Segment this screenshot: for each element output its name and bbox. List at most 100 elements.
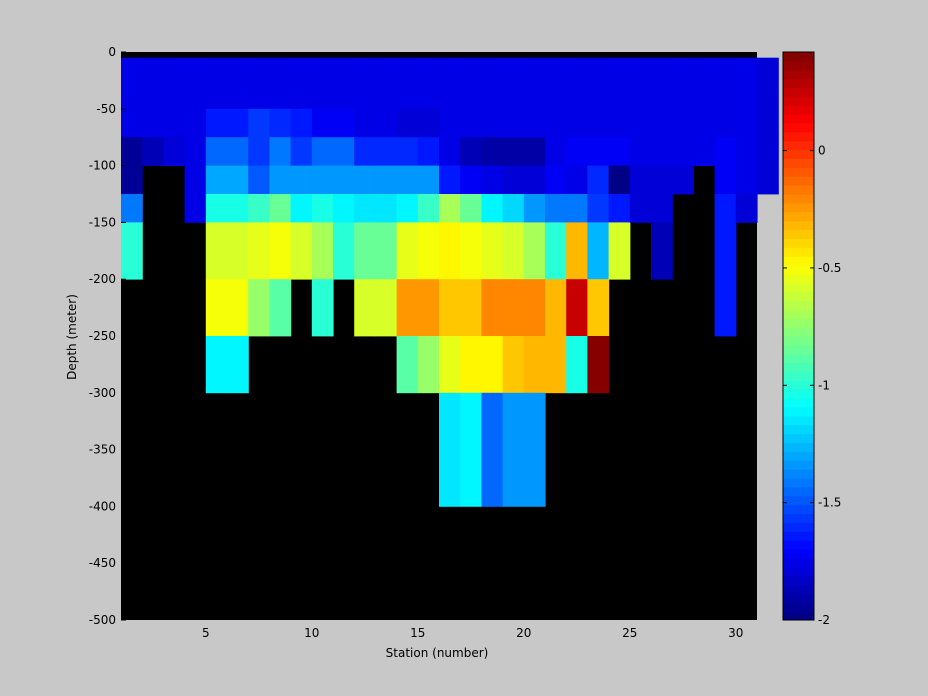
heatmap-cell <box>481 137 504 166</box>
heatmap-cell <box>333 108 355 138</box>
heatmap-cell <box>566 279 588 337</box>
heatmap-cell <box>290 222 313 280</box>
heatmap-cell <box>311 222 334 280</box>
heatmap-cell <box>523 279 546 337</box>
colorbar-swatch <box>783 522 814 532</box>
colorbar-swatch <box>783 611 814 621</box>
heatmap-cell <box>205 165 228 195</box>
colorbar-tick-label: -1.5 <box>818 496 841 510</box>
heatmap-cell <box>205 137 228 166</box>
heatmap-cell <box>311 57 334 110</box>
heatmap-cell <box>417 336 440 394</box>
heatmap-cell <box>205 336 228 394</box>
heatmap-cell <box>248 194 270 223</box>
colorbar-swatch <box>783 593 814 603</box>
heatmap-cell <box>375 194 398 223</box>
heatmap-cell <box>714 165 737 195</box>
heatmap-cell <box>523 222 546 280</box>
heatmap-cell <box>417 194 440 223</box>
y-tick-label: -350 <box>89 443 116 457</box>
colorbar-swatch <box>783 309 814 319</box>
colorbar-swatch <box>783 105 814 115</box>
colorbar-swatch <box>783 291 814 302</box>
heatmap-cell <box>566 137 588 166</box>
heatmap-cell <box>545 194 567 223</box>
colorbar-swatch <box>783 140 814 151</box>
heatmap-cell <box>502 165 525 195</box>
colorbar-tick-label: -2 <box>818 613 830 627</box>
colorbar: 0 -0.5 -1 -1.5 -2 <box>782 51 841 627</box>
colorbar-swatch <box>783 504 814 515</box>
plot-area <box>121 52 779 620</box>
heatmap-cell <box>523 57 546 138</box>
heatmap-cell <box>311 137 334 166</box>
heatmap-cell <box>396 57 419 110</box>
colorbar-swatch <box>783 167 814 177</box>
heatmap-cell <box>651 165 673 195</box>
heatmap-cell <box>311 194 334 223</box>
heatmap-cell <box>205 57 228 110</box>
heatmap-cell <box>269 137 292 166</box>
colorbar-swatch <box>783 300 814 310</box>
y-tick-label: 0 <box>108 45 116 59</box>
heatmap-cell <box>227 336 249 394</box>
heatmap-cell <box>502 194 525 223</box>
colorbar-swatch <box>783 123 814 133</box>
heatmap-cell <box>460 222 482 280</box>
heatmap-cell <box>566 165 588 195</box>
heatmap-cell <box>121 137 143 195</box>
heatmap-cell <box>290 165 313 195</box>
colorbar-swatch <box>783 513 814 523</box>
heatmap-cell <box>184 165 207 195</box>
heatmap-cell <box>248 165 270 195</box>
heatmap-cell <box>184 57 207 138</box>
heatmap-cell <box>545 165 567 195</box>
colorbar-swatch <box>783 602 814 612</box>
heatmap-cell <box>608 165 631 195</box>
heatmap-cell <box>439 336 461 394</box>
heatmap-cell <box>608 137 631 166</box>
heatmap-cell <box>290 108 313 138</box>
heatmap-cell <box>227 108 249 138</box>
heatmap-cell <box>651 222 673 280</box>
colorbar-swatch <box>783 486 814 497</box>
heatmap-cell <box>227 57 249 110</box>
colorbar-swatch <box>783 158 814 168</box>
colorbar-swatch <box>783 344 814 355</box>
colorbar-swatch <box>783 220 814 231</box>
heatmap-cell <box>333 137 355 166</box>
heatmap-cell <box>163 137 186 166</box>
heatmap-cell <box>354 57 376 138</box>
colorbar-swatch <box>783 575 814 586</box>
colorbar-swatch <box>783 389 814 399</box>
heatmap-cell <box>714 137 737 166</box>
heatmap-cell <box>481 194 504 223</box>
heatmap-cell <box>587 137 610 166</box>
heatmap-cell <box>163 57 186 138</box>
heatmap-cell <box>396 108 419 138</box>
heatmap-cell <box>523 165 546 195</box>
heatmap-cell <box>142 57 164 138</box>
colorbar-swatch <box>783 318 814 328</box>
colorbar-swatch <box>783 229 814 239</box>
colorbar-swatch <box>783 460 814 470</box>
heatmap-cell <box>417 165 440 195</box>
heatmap-cell <box>439 194 461 223</box>
heatmap-cell <box>184 137 207 166</box>
heatmap-cell <box>566 57 588 138</box>
heatmap-cell <box>205 194 228 223</box>
heatmap-cell <box>417 279 440 337</box>
y-tick-label: -150 <box>89 215 116 229</box>
heatmap-cell <box>502 392 525 507</box>
heatmap-cell <box>587 165 610 195</box>
heatmap-cell <box>227 222 249 280</box>
heatmap-cell <box>311 108 334 138</box>
colorbar-swatch <box>783 96 814 106</box>
heatmap-cell <box>248 57 270 110</box>
heatmap-cell <box>460 194 482 223</box>
y-tick-label: -400 <box>89 499 116 513</box>
heatmap-cell <box>460 57 482 138</box>
heatmap-cell <box>333 57 355 110</box>
heatmap-cell <box>629 165 652 195</box>
heatmap-cell <box>460 336 482 394</box>
